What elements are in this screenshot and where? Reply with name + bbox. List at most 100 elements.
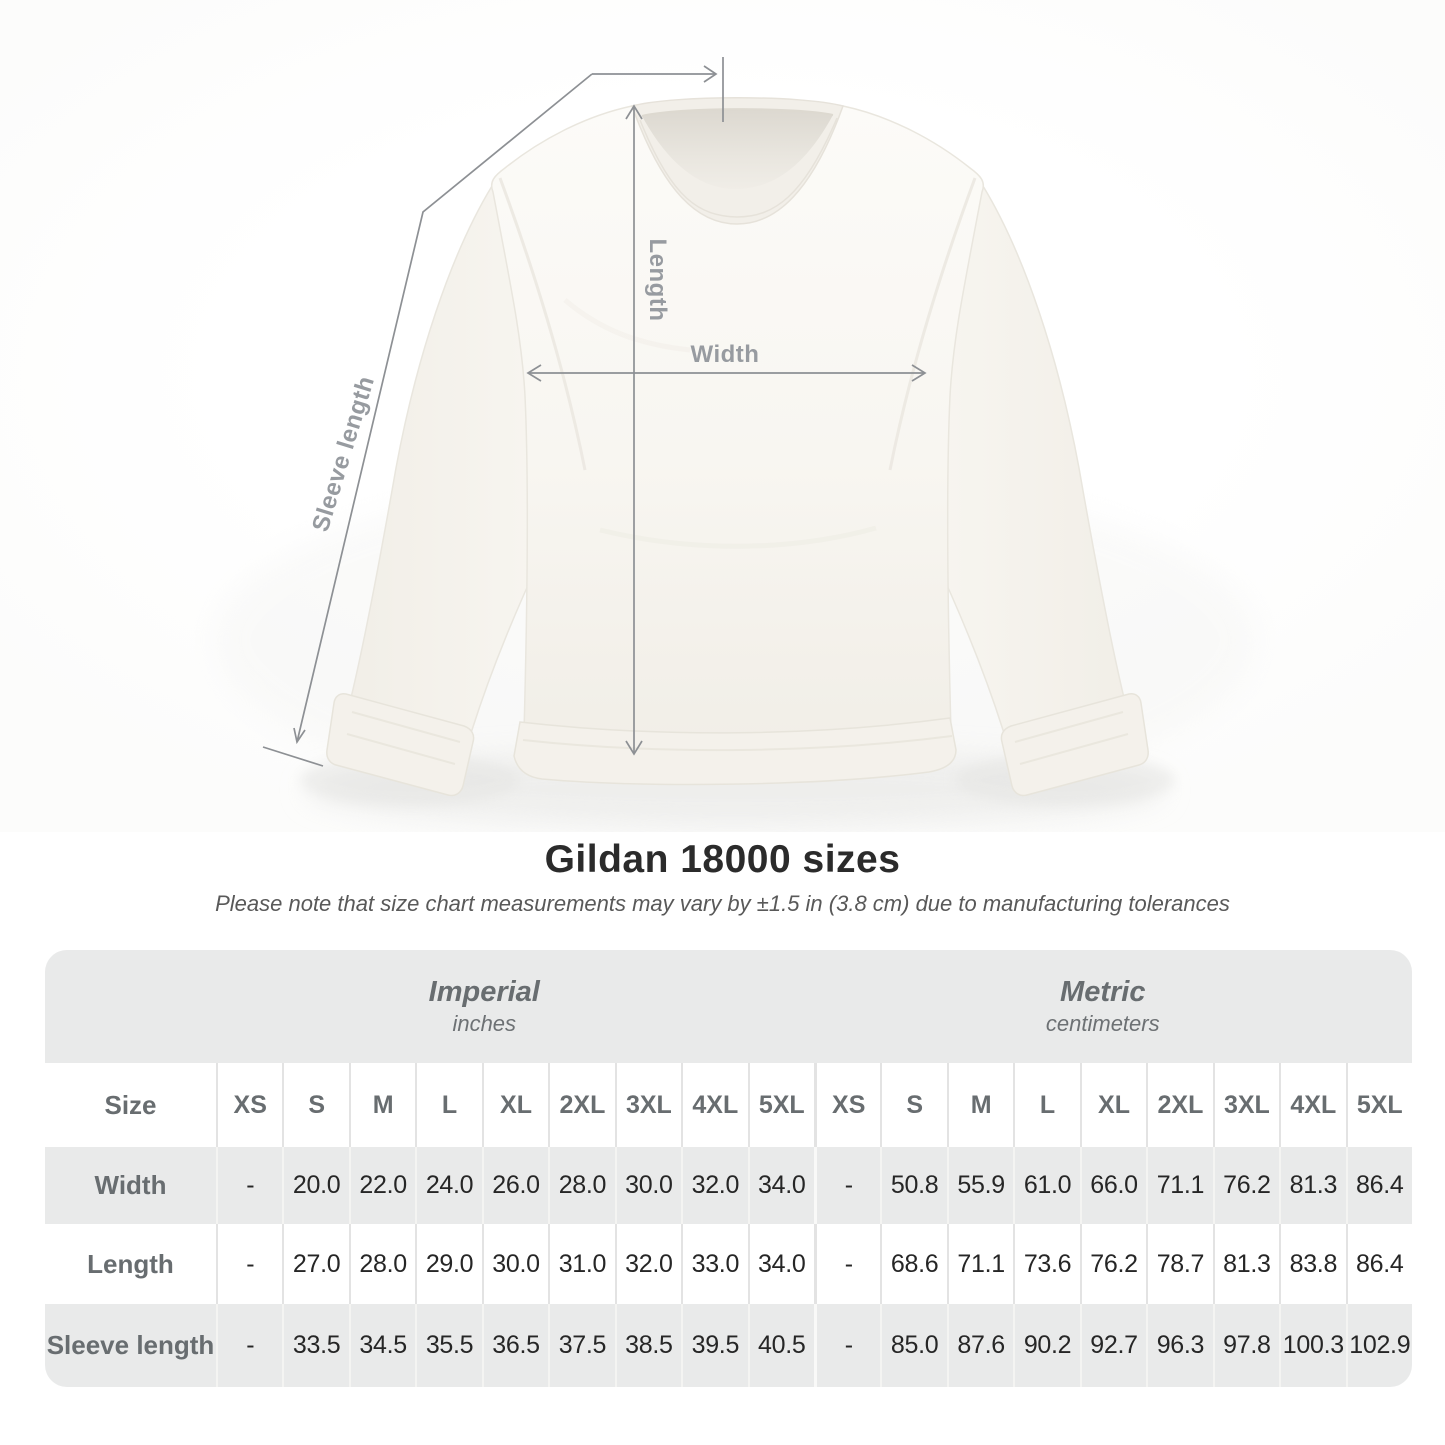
cell-length-metric-s: 68.6 bbox=[880, 1224, 946, 1304]
cell-width-imperial-l: 24.0 bbox=[415, 1147, 481, 1224]
cell-width-metric-3xl: 76.2 bbox=[1212, 1147, 1279, 1224]
size-header-metric-2xl: 2XL bbox=[1146, 1063, 1212, 1147]
cell-width-imperial-xs: - bbox=[216, 1147, 282, 1224]
size-header-imperial-4xl: 4XL bbox=[681, 1063, 747, 1147]
cell-width-imperial-2xl: 28.0 bbox=[548, 1147, 614, 1224]
cell-sleeve-length-metric-xs: - bbox=[813, 1304, 880, 1387]
cell-length-metric-2xl: 78.7 bbox=[1146, 1224, 1212, 1304]
cell-width-metric-5xl: 86.4 bbox=[1345, 1147, 1412, 1224]
size-header-imperial-5xl: 5XL bbox=[747, 1063, 814, 1147]
cell-width-metric-l: 61.0 bbox=[1013, 1147, 1079, 1224]
cell-width-imperial-s: 20.0 bbox=[282, 1147, 348, 1224]
size-header-metric-5xl: 5XL bbox=[1345, 1063, 1412, 1147]
cell-sleeve-length-metric-m: 87.6 bbox=[946, 1304, 1013, 1387]
metric-header-unit: centimeters bbox=[1045, 1011, 1160, 1037]
cell-length-metric-xl: 76.2 bbox=[1079, 1224, 1146, 1304]
sweatshirt-hem-band bbox=[513, 717, 957, 786]
size-header-metric-m: M bbox=[946, 1063, 1013, 1147]
size-header-imperial-l: L bbox=[415, 1063, 481, 1147]
cell-width-metric-xs: - bbox=[813, 1147, 880, 1224]
table-row-sleeve-length: Sleeve length -33.5 34.5 35.5 36.5 37.5 38.5 39… bbox=[45, 1304, 1412, 1387]
metric-header-title: Metric bbox=[1060, 976, 1146, 1009]
product-measurement-diagram: Length Width Sleeve length bbox=[0, 0, 1445, 832]
unit-header-spacer bbox=[45, 950, 175, 1063]
unit-header-row: Imperial inches Metric centimeters bbox=[45, 950, 1412, 1063]
size-table: Imperial inches Metric centimeters Size X… bbox=[45, 950, 1412, 1387]
metric-header: Metric centimeters bbox=[794, 950, 1413, 1063]
cell-width-imperial-xl: 26.0 bbox=[481, 1147, 548, 1224]
size-header-imperial-s: S bbox=[282, 1063, 348, 1147]
cell-sleeve-length-imperial-xs: - bbox=[216, 1304, 282, 1387]
cell-width-metric-2xl: 71.1 bbox=[1146, 1147, 1212, 1224]
cell-sleeve-length-metric-l: 90.2 bbox=[1013, 1304, 1079, 1387]
size-header-metric-xl: XL bbox=[1079, 1063, 1146, 1147]
cell-length-metric-m: 71.1 bbox=[946, 1224, 1013, 1304]
size-header-imperial-m: M bbox=[348, 1063, 415, 1147]
cell-sleeve-length-imperial-m: 34.5 bbox=[348, 1304, 415, 1387]
cell-length-imperial-s: 27.0 bbox=[282, 1224, 348, 1304]
length-measurement-line bbox=[625, 104, 643, 756]
imperial-header-unit: inches bbox=[452, 1011, 517, 1037]
imperial-header-title: Imperial bbox=[428, 976, 540, 1009]
cell-width-metric-4xl: 81.3 bbox=[1279, 1147, 1345, 1224]
cell-sleeve-length-metric-xl: 92.7 bbox=[1079, 1304, 1146, 1387]
cell-length-metric-3xl: 81.3 bbox=[1212, 1224, 1279, 1304]
cell-length-imperial-xs: - bbox=[216, 1224, 282, 1304]
cell-sleeve-length-metric-s: 85.0 bbox=[880, 1304, 946, 1387]
cell-length-imperial-xl: 30.0 bbox=[481, 1224, 548, 1304]
cell-length-imperial-4xl: 33.0 bbox=[681, 1224, 747, 1304]
row-label-length: Length bbox=[87, 1248, 174, 1279]
cell-sleeve-length-imperial-l: 35.5 bbox=[415, 1304, 481, 1387]
size-header-imperial-xl: XL bbox=[481, 1063, 548, 1147]
imperial-header: Imperial inches bbox=[175, 950, 794, 1063]
cell-length-imperial-l: 29.0 bbox=[415, 1224, 481, 1304]
cell-length-metric-5xl: 86.4 bbox=[1345, 1224, 1412, 1304]
table-row-length: Length -27.0 28.0 29.0 30.0 31.0 32.0 33.0 34.0-… bbox=[45, 1224, 1412, 1304]
cell-length-metric-xs: - bbox=[813, 1224, 880, 1304]
table-row-width: Width -20.0 22.0 24.0 26.0 28.0 30.0 32.0 34.0-5… bbox=[45, 1147, 1412, 1224]
cell-width-imperial-5xl: 34.0 bbox=[747, 1147, 814, 1224]
cell-width-imperial-3xl: 30.0 bbox=[614, 1147, 681, 1224]
cell-length-metric-4xl: 83.8 bbox=[1279, 1224, 1345, 1304]
cell-length-imperial-3xl: 32.0 bbox=[614, 1224, 681, 1304]
sweatshirt-body bbox=[490, 100, 985, 751]
size-header-imperial-xs: XS bbox=[216, 1063, 282, 1147]
cell-sleeve-length-metric-2xl: 96.3 bbox=[1146, 1304, 1212, 1387]
measurement-lines bbox=[262, 57, 927, 767]
row-label-sleeve-length: Sleeve length bbox=[46, 1330, 215, 1360]
size-header-row: Size XS S M L XL 2XL 3XL 4XL 5XL XS S M L XL 2XL 3XL 4XL 5… bbox=[45, 1063, 1412, 1147]
sweatshirt-illustration bbox=[215, 57, 1255, 830]
cell-sleeve-length-metric-4xl: 100.3 bbox=[1279, 1304, 1345, 1387]
size-header-imperial-3xl: 3XL bbox=[614, 1063, 681, 1147]
row-label-width: Width bbox=[94, 1170, 167, 1200]
cell-width-imperial-m: 22.0 bbox=[348, 1147, 415, 1224]
size-header-imperial-2xl: 2XL bbox=[548, 1063, 614, 1147]
sweatshirt-right-cuff bbox=[1000, 693, 1149, 797]
cell-width-imperial-4xl: 32.0 bbox=[681, 1147, 747, 1224]
size-header-metric-l: L bbox=[1013, 1063, 1079, 1147]
cell-sleeve-length-imperial-5xl: 40.5 bbox=[747, 1304, 814, 1387]
cell-sleeve-length-imperial-3xl: 38.5 bbox=[614, 1304, 681, 1387]
cell-width-metric-m: 55.9 bbox=[946, 1147, 1013, 1224]
cell-sleeve-length-imperial-4xl: 39.5 bbox=[681, 1304, 747, 1387]
cell-width-metric-xl: 66.0 bbox=[1079, 1147, 1146, 1224]
size-header-metric-3xl: 3XL bbox=[1212, 1063, 1279, 1147]
size-column-header: Size bbox=[104, 1089, 157, 1120]
cell-length-metric-l: 73.6 bbox=[1013, 1224, 1079, 1304]
size-table-grid: Size XS S M L XL 2XL 3XL 4XL 5XL XS S M L XL 2XL 3XL 4XL 5… bbox=[45, 1063, 1412, 1387]
size-header-metric-s: S bbox=[880, 1063, 946, 1147]
cell-length-imperial-5xl: 34.0 bbox=[747, 1224, 814, 1304]
size-header-metric-4xl: 4XL bbox=[1279, 1063, 1345, 1147]
cell-sleeve-length-imperial-2xl: 37.5 bbox=[548, 1304, 614, 1387]
cell-length-imperial-m: 28.0 bbox=[348, 1224, 415, 1304]
width-measure-label: Width bbox=[690, 341, 760, 368]
cell-length-imperial-2xl: 31.0 bbox=[548, 1224, 614, 1304]
size-header-metric-xs: XS bbox=[813, 1063, 880, 1147]
cell-sleeve-length-imperial-xl: 36.5 bbox=[481, 1304, 548, 1387]
width-measurement-line bbox=[526, 364, 927, 382]
sweatshirt-left-cuff bbox=[326, 693, 475, 797]
cell-width-metric-s: 50.8 bbox=[880, 1147, 946, 1224]
cell-sleeve-length-metric-5xl: 102.9 bbox=[1345, 1304, 1412, 1387]
cell-sleeve-length-metric-3xl: 97.8 bbox=[1212, 1304, 1279, 1387]
cell-sleeve-length-imperial-s: 33.5 bbox=[282, 1304, 348, 1387]
